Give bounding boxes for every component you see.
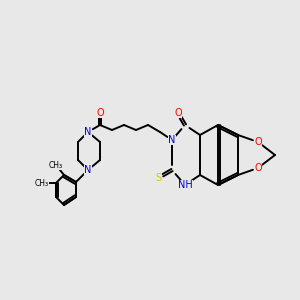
- Text: N: N: [84, 165, 92, 175]
- Text: NH: NH: [178, 180, 192, 190]
- Text: O: O: [96, 108, 104, 118]
- Text: CH₃: CH₃: [35, 178, 49, 188]
- Text: N: N: [84, 127, 92, 137]
- Text: S: S: [155, 173, 161, 183]
- Text: CH₃: CH₃: [49, 160, 63, 169]
- Text: O: O: [174, 108, 182, 118]
- Text: O: O: [254, 163, 262, 173]
- Text: N: N: [168, 135, 176, 145]
- Text: O: O: [254, 137, 262, 147]
